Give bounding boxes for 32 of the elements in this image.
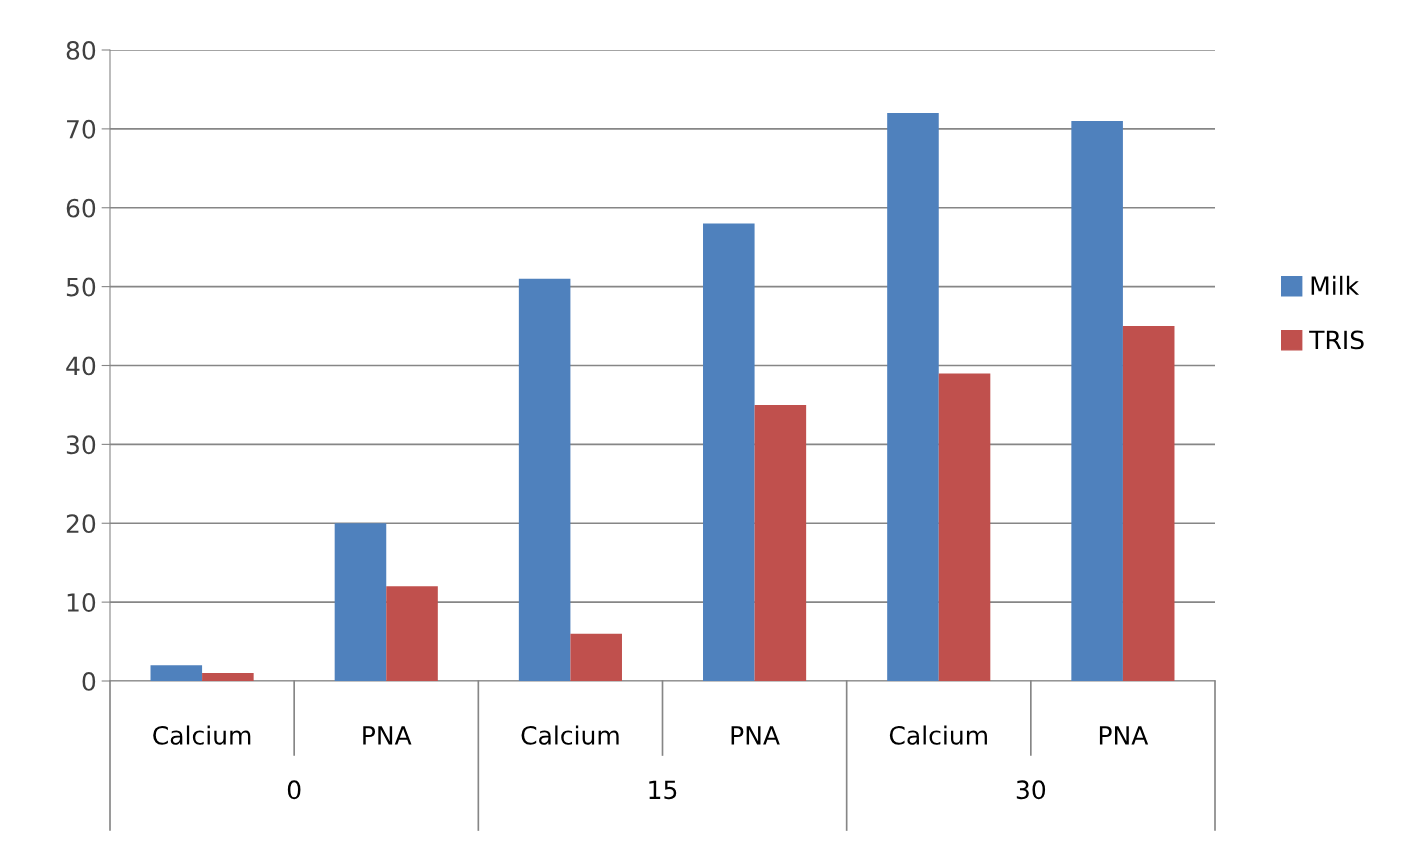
bar (938, 373, 991, 681)
bar (887, 113, 939, 681)
bar (150, 665, 203, 681)
bar (518, 278, 571, 681)
bar (334, 523, 387, 681)
x-tick-label: Calcium (521, 725, 619, 745)
x-tick-label: Calcium (889, 725, 987, 745)
bar (386, 586, 438, 681)
y-tick-label: 10 (67, 593, 96, 612)
bar (754, 404, 807, 681)
y-tick-label: 50 (66, 277, 96, 297)
y-tick-label: 20 (66, 514, 96, 534)
bar (1071, 120, 1123, 681)
x-tick-label: Calcium (153, 725, 251, 745)
text: 15 (649, 780, 677, 800)
y-tick-label: 0 (82, 671, 96, 691)
bar (202, 673, 254, 681)
legend-label: Milk (1311, 275, 1360, 295)
y-tick-label: 30 (66, 435, 96, 455)
legend-label: TRIS (1309, 330, 1364, 350)
bar (570, 633, 622, 681)
x-tick-label: PNA (1099, 726, 1149, 745)
text: 0 (287, 780, 301, 800)
text: 30 (1016, 780, 1046, 800)
y-tick-label: 60 (66, 198, 96, 218)
bar (1122, 326, 1175, 681)
y-tick-label: 40 (66, 356, 96, 376)
x-tick-label: PNA (731, 726, 780, 745)
x-tick-label: PNA (363, 726, 412, 745)
bar (703, 223, 755, 681)
y-tick-label: 80 (66, 40, 96, 60)
y-tick-label: 70 (67, 119, 96, 139)
